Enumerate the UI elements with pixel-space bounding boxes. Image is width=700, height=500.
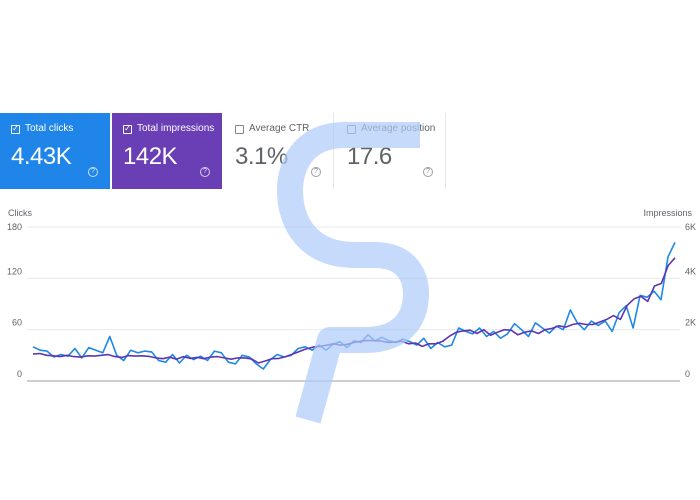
- help-icon[interactable]: ?: [88, 167, 98, 177]
- right-tick-label: 6K: [685, 222, 696, 232]
- card-header: ✓ Total clicks: [11, 123, 110, 135]
- left-tick-label: 60: [12, 318, 22, 328]
- card-value: 142K: [123, 143, 178, 170]
- card-value: 4.43K: [11, 143, 72, 170]
- help-icon[interactable]: ?: [200, 167, 210, 177]
- card-label: Total clicks: [25, 123, 74, 134]
- card-header: ✓ Total impressions: [123, 123, 222, 135]
- right-tick-label: 0: [685, 369, 690, 379]
- left-axis-title: Clicks: [8, 208, 32, 218]
- card-label: Total impressions: [137, 123, 215, 134]
- checkbox-checked-icon[interactable]: ✓: [123, 124, 132, 134]
- left-tick-label: 0: [17, 369, 22, 379]
- right-axis-title: Impressions: [643, 208, 692, 218]
- checkbox-checked-icon[interactable]: ✓: [11, 124, 20, 134]
- total-clicks-card[interactable]: ✓ Total clicks 4.43K ?: [0, 113, 110, 189]
- total-impressions-card[interactable]: ✓ Total impressions 142K ?: [112, 113, 222, 189]
- left-tick-label: 120: [7, 266, 22, 276]
- checkbox-unchecked-icon[interactable]: [235, 124, 244, 134]
- impressions-series-line: [32, 257, 676, 364]
- right-tick-label: 4K: [685, 266, 696, 276]
- left-tick-label: 180: [7, 222, 22, 232]
- right-tick-label: 2K: [685, 318, 696, 328]
- clicks-series-line: [32, 242, 676, 370]
